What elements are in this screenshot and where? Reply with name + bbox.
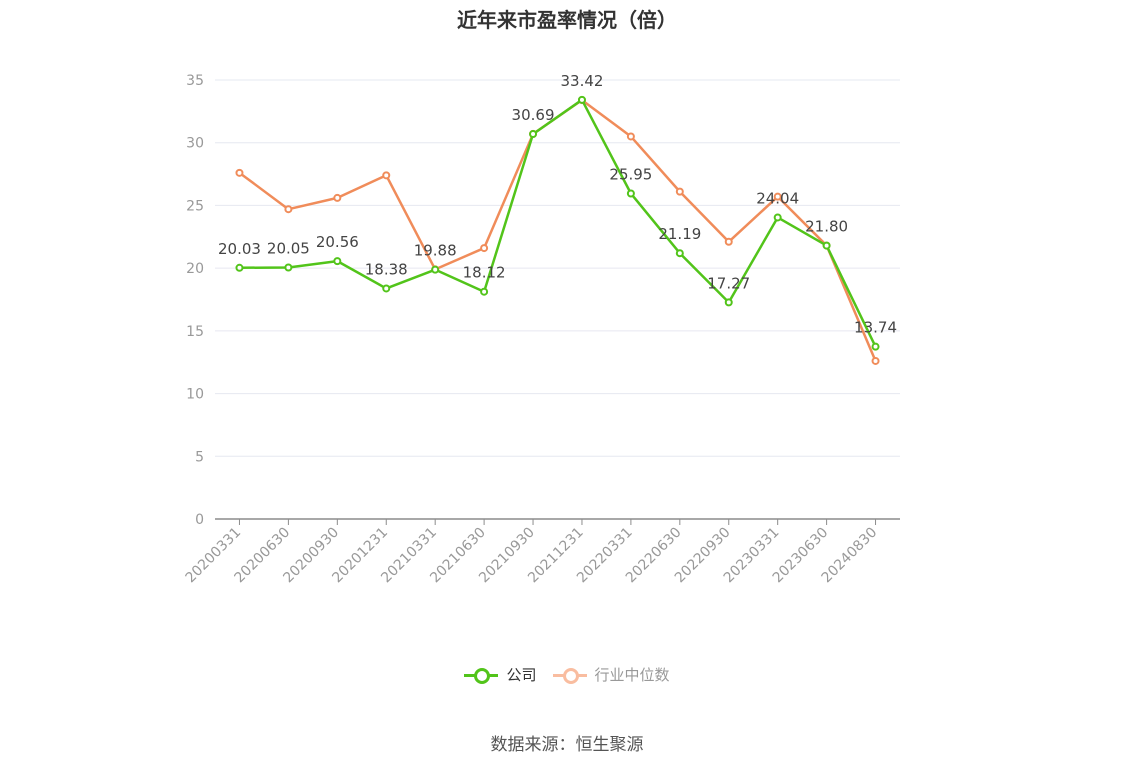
data-label: 13.74 [854, 319, 897, 337]
data-point-0 [235, 263, 244, 272]
chart-legend: 公司 行业中位数 [0, 664, 1134, 685]
data-label: 21.19 [658, 225, 701, 243]
data-point-0 [822, 241, 831, 250]
data-label: 18.38 [365, 260, 408, 278]
data-label: 21.80 [805, 218, 848, 236]
data-point-1 [773, 192, 782, 201]
data-label: 33.42 [560, 72, 603, 90]
data-point-1 [626, 132, 635, 141]
data-point-0 [284, 263, 293, 272]
data-point-0 [480, 287, 489, 296]
data-label: 20.05 [267, 240, 310, 258]
data-label: 17.27 [707, 274, 750, 292]
data-point-1 [284, 205, 293, 214]
line-chart: 0510152025303520200331202006302020093020… [183, 72, 900, 586]
data-point-1 [382, 171, 391, 180]
data-point-1 [675, 187, 684, 196]
data-point-0 [871, 342, 880, 351]
y-tick-label: 30 [186, 136, 204, 152]
data-label: 24.04 [756, 189, 799, 207]
y-tick-label: 10 [186, 387, 204, 403]
data-point-0 [626, 189, 635, 198]
data-point-0 [675, 249, 684, 258]
legend-item-company[interactable]: 公司 [464, 664, 537, 685]
legend-company-marker-icon [464, 667, 499, 684]
y-tick-label: 5 [195, 449, 204, 465]
data-label: 18.12 [463, 264, 506, 282]
data-point-1 [724, 237, 733, 246]
legend-industry-marker-icon [552, 667, 587, 684]
data-label: 20.56 [316, 233, 359, 251]
data-point-1 [480, 244, 489, 253]
y-tick-label: 25 [186, 198, 204, 214]
legend-item-industry-median[interactable]: 行业中位数 [552, 664, 670, 685]
data-point-1 [333, 193, 342, 202]
data-point-0 [724, 298, 733, 307]
data-label: 25.95 [609, 166, 652, 184]
y-tick-label: 35 [186, 73, 204, 89]
data-point-0 [773, 213, 782, 222]
legend-industry-median-label: 行业中位数 [594, 666, 670, 684]
data-point-1 [235, 168, 244, 177]
data-label: 20.03 [218, 240, 261, 258]
data-point-0 [333, 257, 342, 266]
series-line-0 [239, 98, 877, 348]
data-point-0 [382, 284, 391, 293]
data-point-0 [529, 130, 538, 139]
series-line-1 [238, 98, 877, 362]
data-label: 19.88 [414, 242, 457, 260]
data-point-0 [431, 265, 440, 274]
y-tick-label: 20 [186, 261, 204, 277]
data-point-1 [871, 356, 880, 365]
legend-company-label: 公司 [506, 666, 537, 684]
data-label: 30.69 [512, 106, 555, 124]
chart-title: 近年来市盈率情况（倍） [457, 8, 677, 32]
data-point-0 [577, 95, 586, 104]
y-tick-label: 0 [195, 512, 204, 528]
data-source-note: 数据来源：恒生聚源 [490, 735, 644, 755]
y-tick-label: 15 [186, 324, 204, 340]
